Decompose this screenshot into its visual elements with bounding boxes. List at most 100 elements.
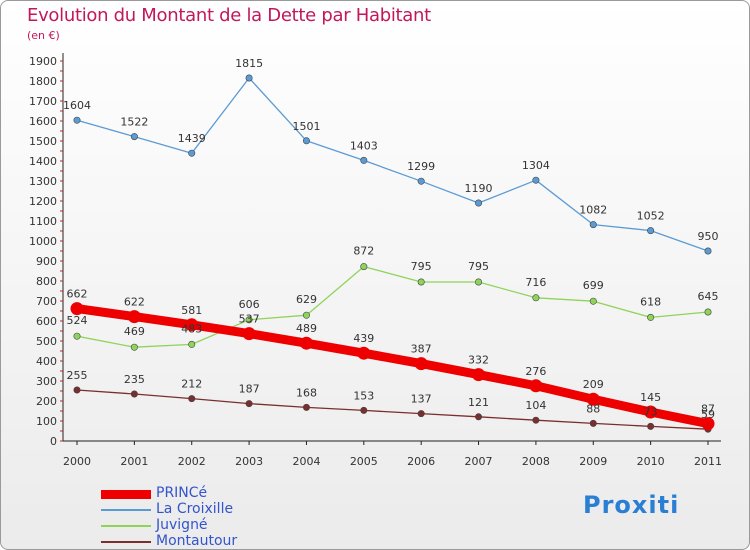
data-point-la-croixille (245, 74, 253, 82)
data-point-princ (644, 405, 658, 419)
data-label-princ: 489 (296, 322, 317, 335)
legend-swatch-montautour (101, 541, 151, 543)
data-label-la-croixille: 1299 (407, 160, 435, 173)
y-tick-label: 1100 (29, 215, 57, 228)
data-point-juvign (130, 343, 138, 351)
data-label-la-croixille: 1522 (120, 116, 148, 129)
x-tick-label: 2005 (350, 455, 378, 468)
data-point-montautour (475, 413, 483, 421)
data-label-juvign: 716 (525, 276, 546, 289)
data-point-la-croixille (589, 221, 597, 229)
data-point-juvign (360, 263, 368, 271)
series-line-la-croixille (76, 77, 709, 252)
y-tick-label: 1600 (29, 115, 57, 128)
data-point-la-croixille (302, 137, 310, 145)
series-line-princ (72, 304, 713, 429)
x-tick-label: 2009 (579, 455, 607, 468)
data-label-montautour: 104 (525, 399, 546, 412)
legend-label-la-croixille: La Croixille (156, 501, 234, 517)
data-label-princ: 87 (701, 403, 715, 416)
data-label-montautour: 59 (701, 408, 715, 421)
data-point-la-croixille (130, 133, 138, 141)
data-point-juvign (417, 278, 425, 286)
data-point-montautour (245, 400, 253, 408)
data-point-la-croixille (704, 247, 712, 255)
legend: PRINCé La Croixille Juvigné Montautour (101, 485, 301, 549)
data-point-princ (586, 392, 600, 406)
data-label-juvign: 469 (124, 325, 145, 338)
data-point-juvign (245, 316, 253, 324)
x-tick-label: 2000 (63, 455, 91, 468)
legend-label-montautour: Montautour (156, 533, 238, 549)
data-point-la-croixille (73, 116, 81, 124)
data-label-montautour: 212 (181, 378, 202, 391)
data-label-la-croixille: 1403 (350, 139, 378, 152)
data-point-la-croixille (360, 156, 368, 164)
x-tick-label: 2007 (465, 455, 493, 468)
data-point-montautour (73, 386, 81, 394)
data-point-princ (185, 318, 199, 332)
data-point-princ (472, 368, 486, 382)
data-label-la-croixille: 1190 (465, 182, 493, 195)
series-line-juvign (76, 265, 709, 348)
y-tick-label: 300 (36, 375, 57, 388)
data-label-princ: 276 (525, 365, 546, 378)
y-tick-label: 1000 (29, 235, 57, 248)
y-tick-label: 900 (36, 255, 57, 268)
data-label-juvign: 699 (583, 279, 604, 292)
y-tick-label: 600 (36, 315, 57, 328)
data-point-princ (357, 346, 371, 360)
data-label-la-croixille: 1501 (292, 120, 320, 133)
data-point-la-croixille (188, 149, 196, 157)
data-point-princ (299, 336, 313, 350)
x-tick-label: 2011 (694, 455, 722, 468)
y-tick-label: 1500 (29, 135, 57, 148)
data-label-princ: 537 (239, 313, 260, 326)
data-point-montautour (130, 390, 138, 398)
data-label-montautour: 235 (124, 373, 145, 386)
data-label-princ: 581 (181, 304, 202, 317)
data-point-la-croixille (532, 176, 540, 184)
y-tick-label: 0 (50, 435, 57, 448)
data-point-la-croixille (647, 227, 655, 235)
data-point-princ (414, 357, 428, 371)
y-tick-label: 1300 (29, 175, 57, 188)
legend-label-princ: PRINCé (156, 485, 208, 501)
data-point-princ (127, 310, 141, 324)
y-tick-label: 1900 (29, 55, 57, 68)
data-point-montautour (417, 410, 425, 418)
legend-swatch-la-croixille (101, 509, 151, 511)
x-tick-label: 2004 (292, 455, 320, 468)
data-label-la-croixille: 1815 (235, 57, 263, 70)
data-label-la-croixille: 1604 (63, 99, 91, 112)
data-label-la-croixille: 1052 (637, 210, 665, 223)
data-label-princ: 209 (583, 378, 604, 391)
y-tick-label: 1200 (29, 195, 57, 208)
data-label-juvign: 645 (698, 290, 719, 303)
data-point-juvign (475, 278, 483, 286)
data-label-juvign: 606 (239, 298, 260, 311)
data-label-la-croixille: 1082 (579, 204, 607, 217)
data-point-juvign (589, 297, 597, 305)
legend-item-montautour: Montautour (101, 533, 301, 549)
data-label-la-croixille: 1439 (178, 132, 206, 145)
legend-item-juvign: Juvigné (101, 517, 301, 534)
chart-subtitle: (en €) (27, 29, 60, 42)
data-label-montautour: 73 (644, 405, 658, 418)
data-point-juvign (73, 332, 81, 340)
data-label-montautour: 137 (411, 393, 432, 406)
data-point-princ (242, 327, 256, 341)
data-point-juvign (647, 313, 655, 321)
data-label-juvign: 872 (353, 245, 374, 258)
data-point-montautour (589, 419, 597, 427)
data-label-montautour: 88 (586, 402, 600, 415)
data-label-princ: 332 (468, 354, 489, 367)
data-point-princ (70, 302, 84, 316)
data-point-princ (529, 379, 543, 393)
data-label-juvign: 524 (67, 314, 88, 327)
y-tick-label: 800 (36, 275, 57, 288)
data-label-montautour: 168 (296, 386, 317, 399)
data-point-montautour (360, 406, 368, 414)
data-label-juvign: 483 (181, 322, 202, 335)
